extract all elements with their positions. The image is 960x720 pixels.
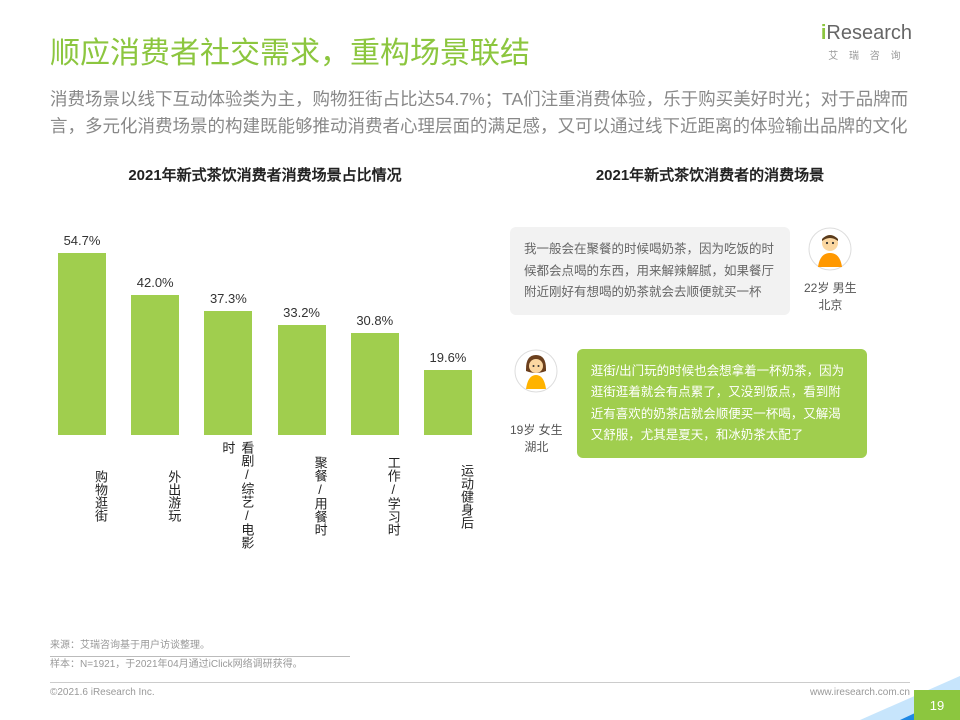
footnotes: 来源：艾瑞咨询基于用户访谈整理。 样本：N=1921，于2021年04月通过iC… (50, 638, 350, 672)
bar-3: 33.2% (274, 305, 330, 436)
x-axis-label: 聚餐/用餐时 (274, 441, 330, 551)
logo-subtext: 艾 瑞 咨 询 (821, 47, 912, 62)
quotes-section: 2021年新式茶饮消费者的消费场景 我一般会在聚餐的时候喝奶茶，因为吃饭的时候都… (510, 164, 910, 551)
persona-1-label: 22岁 男生北京 (804, 280, 857, 314)
persona-1: 22岁 男生北京 (804, 227, 857, 314)
copyright-text: ©2021.6 iResearch Inc. (50, 687, 155, 698)
bar-value-label: 37.3% (210, 291, 247, 306)
bar-rect (58, 253, 106, 435)
quote-bubble-2: 逛街/出门玩的时候也会想拿着一杯奶茶，因为逛街逛着就会有点累了，又没到饭点，看到… (577, 349, 867, 458)
avatar-boy-icon (808, 227, 852, 271)
bar-4: 30.8% (347, 313, 403, 436)
x-axis-label: 运动健身后 (420, 441, 476, 551)
bar-value-label: 54.7% (64, 233, 101, 248)
page-title: 顺应消费者社交需求，重构场景联结 (50, 28, 910, 72)
avatar-girl-icon (514, 349, 558, 393)
bar-value-label: 30.8% (356, 313, 393, 328)
quote-row-2: 19岁 女生湖北 逛街/出门玩的时候也会想拿着一杯奶茶，因为逛街逛着就会有点累了… (510, 349, 910, 458)
content-columns: 2021年新式茶饮消费者消费场景占比情况 54.7% 42.0% 37.3% 33.2… (50, 164, 910, 551)
quote-bubble-1: 我一般会在聚餐的时候喝奶茶，因为吃饭的时候都会点喝的东西，用来解辣解腻，如果餐厅… (510, 227, 790, 315)
bar-2: 37.3% (200, 291, 256, 435)
x-axis-label: 看剧/综艺/电影时 (200, 441, 256, 551)
bar-value-label: 19.6% (430, 350, 467, 365)
x-axis-label: 工作/学习时 (347, 441, 403, 551)
footnote-sample: 样本：N=1921，于2021年04月通过iClick网络调研获得。 (50, 657, 350, 672)
x-axis-label: 外出游玩 (127, 441, 183, 551)
persona-2-label: 19岁 女生湖北 (510, 422, 563, 456)
bar-rect (351, 333, 399, 436)
bar-chart: 54.7% 42.0% 37.3% 33.2% 30.8% 19.6% (50, 215, 480, 435)
bar-value-label: 33.2% (283, 305, 320, 320)
page-subtitle: 消费场景以线下互动体验类为主，购物狂街占比达54.7%；TA们注重消费体验，乐于… (50, 86, 910, 140)
chart-title-left: 2021年新式茶饮消费者消费场景占比情况 (50, 164, 480, 185)
persona-2: 19岁 女生湖北 (510, 349, 563, 456)
bar-rect (278, 325, 326, 436)
bar-chart-section: 2021年新式茶饮消费者消费场景占比情况 54.7% 42.0% 37.3% 33.2… (50, 164, 480, 551)
bar-chart-x-labels: 购物逛街外出游玩看剧/综艺/电影时聚餐/用餐时工作/学习时运动健身后 (50, 435, 480, 551)
slide-page: iResearch 艾 瑞 咨 询 顺应消费者社交需求，重构场景联结 消费场景以… (0, 0, 960, 720)
bar-value-label: 42.0% (137, 275, 174, 290)
bar-1: 42.0% (127, 275, 183, 435)
chart-title-right: 2021年新式茶饮消费者的消费场景 (510, 164, 910, 185)
footnote-source: 来源：艾瑞咨询基于用户访谈整理。 (50, 638, 350, 653)
quote-row-1: 我一般会在聚餐的时候喝奶茶，因为吃饭的时候都会点喝的东西，用来解辣解腻，如果餐厅… (510, 227, 910, 315)
bar-rect (204, 311, 252, 435)
bar-5: 19.6% (420, 350, 476, 435)
logo-text: iResearch (821, 22, 912, 45)
copyright-bar: ©2021.6 iResearch Inc. www.iresearch.com… (50, 682, 910, 698)
page-number: 19 (914, 690, 960, 720)
bar-rect (131, 295, 179, 435)
bar-rect (424, 370, 472, 435)
x-axis-label: 购物逛街 (54, 441, 110, 551)
iresearch-logo: iResearch 艾 瑞 咨 询 (821, 22, 912, 62)
bar-0: 54.7% (54, 233, 110, 435)
